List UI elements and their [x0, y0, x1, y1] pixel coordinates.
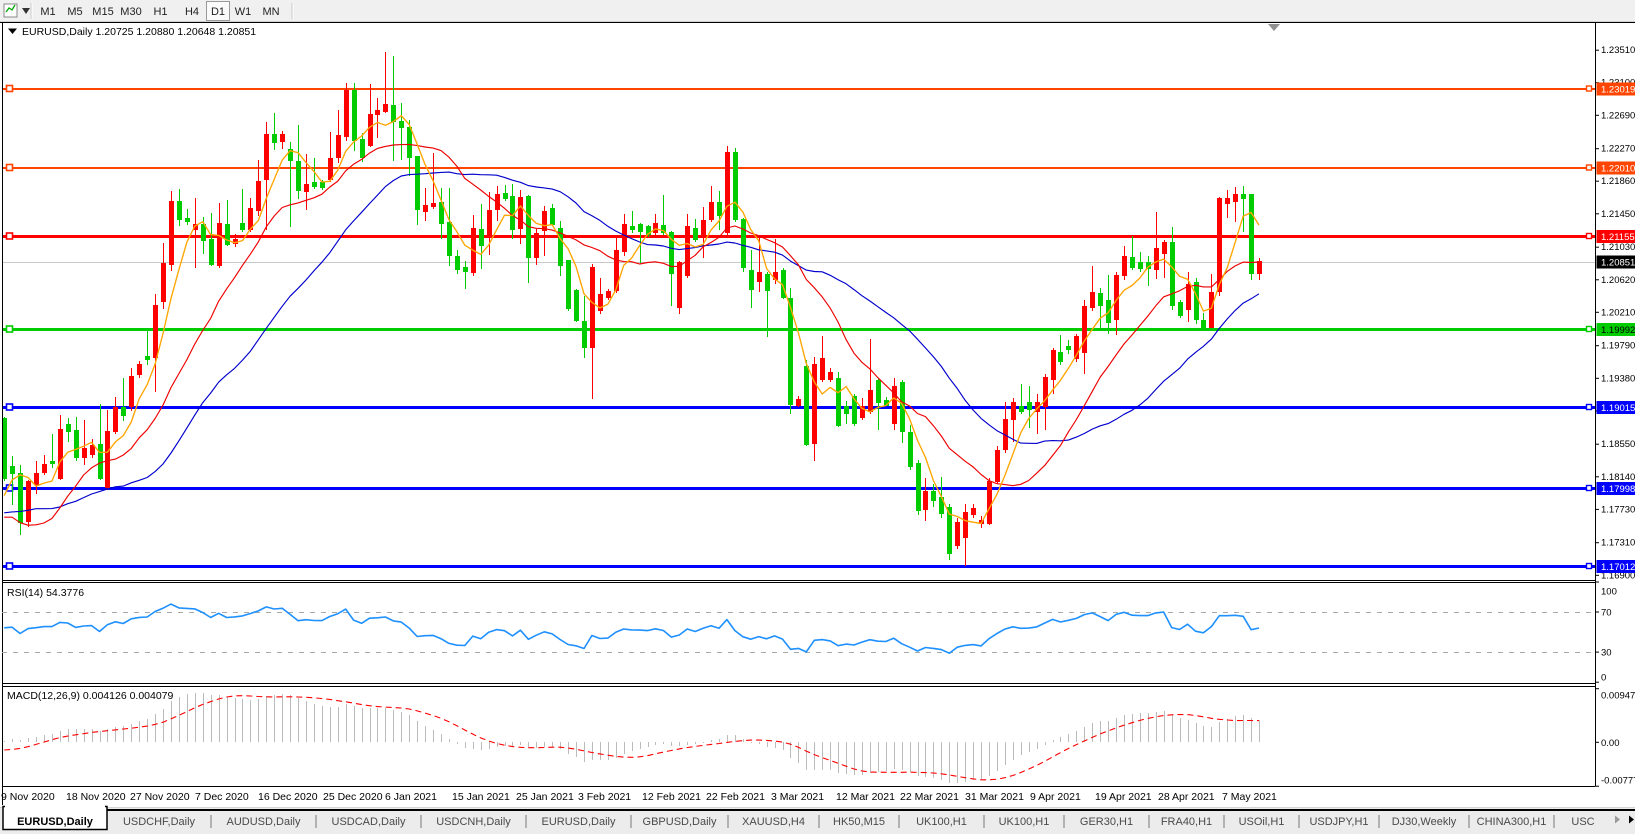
svg-text:UK100,H1: UK100,H1 [916, 816, 967, 828]
svg-text:1.16900: 1.16900 [1601, 570, 1635, 581]
svg-text:1.19992: 1.19992 [1601, 325, 1635, 336]
svg-text:M30: M30 [120, 6, 141, 18]
svg-text:28 Apr 2021: 28 Apr 2021 [1158, 791, 1215, 803]
svg-text:1.20851: 1.20851 [1601, 258, 1635, 269]
svg-text:M15: M15 [92, 6, 113, 18]
svg-text:GBPUSD,Daily: GBPUSD,Daily [643, 816, 717, 828]
svg-text:H1: H1 [153, 6, 167, 18]
svg-text:25 Dec 2020: 25 Dec 2020 [323, 791, 383, 803]
svg-text:25 Jan 2021: 25 Jan 2021 [516, 791, 574, 803]
svg-text:0.009478: 0.009478 [1601, 691, 1635, 702]
svg-text:1.20620: 1.20620 [1601, 275, 1635, 286]
svg-text:1.19790: 1.19790 [1601, 341, 1635, 352]
svg-text:MN: MN [262, 6, 279, 18]
svg-text:22 Feb 2021: 22 Feb 2021 [706, 791, 765, 803]
svg-text:1.21155: 1.21155 [1601, 232, 1635, 243]
svg-text:1.17730: 1.17730 [1601, 504, 1635, 515]
svg-text:D1: D1 [211, 6, 225, 18]
svg-text:100: 100 [1601, 587, 1617, 598]
svg-text:-0.00777: -0.00777 [1601, 776, 1635, 787]
svg-text:AUDUSD,Daily: AUDUSD,Daily [227, 816, 301, 828]
svg-text:18 Nov 2020: 18 Nov 2020 [66, 791, 126, 803]
svg-text:9 Nov 2020: 9 Nov 2020 [1, 791, 55, 803]
svg-text:XAUUSD,H4: XAUUSD,H4 [742, 816, 805, 828]
svg-text:USDCNH,Daily: USDCNH,Daily [436, 816, 511, 828]
svg-text:USDJPY,H1: USDJPY,H1 [1309, 816, 1368, 828]
svg-text:30: 30 [1601, 648, 1612, 659]
svg-text:USDCAD,Daily: USDCAD,Daily [332, 816, 406, 828]
svg-text:HK50,M15: HK50,M15 [833, 816, 885, 828]
svg-text:EURUSD,Daily: EURUSD,Daily [17, 816, 94, 828]
svg-text:1.21030: 1.21030 [1601, 242, 1635, 253]
svg-text:0: 0 [1601, 673, 1606, 684]
svg-text:7 Dec 2020: 7 Dec 2020 [195, 791, 249, 803]
svg-text:6 Jan 2021: 6 Jan 2021 [385, 791, 437, 803]
svg-text:1.22690: 1.22690 [1601, 110, 1635, 121]
svg-text:12 Mar 2021: 12 Mar 2021 [836, 791, 895, 803]
svg-text:M1: M1 [40, 6, 55, 18]
svg-text:H4: H4 [185, 6, 199, 18]
svg-text:EURUSD,Daily: EURUSD,Daily [542, 816, 616, 828]
svg-text:0.00: 0.00 [1601, 738, 1620, 749]
svg-text:CHINA300,H1: CHINA300,H1 [1477, 816, 1547, 828]
svg-text:7 May 2021: 7 May 2021 [1222, 791, 1277, 803]
svg-text:1.19015: 1.19015 [1601, 403, 1635, 414]
svg-text:1.17998: 1.17998 [1601, 484, 1635, 495]
svg-text:1.21450: 1.21450 [1601, 209, 1635, 220]
svg-text:RSI(14) 54.3776: RSI(14) 54.3776 [7, 587, 84, 599]
svg-text:1.18140: 1.18140 [1601, 472, 1635, 483]
svg-text:UK100,H1: UK100,H1 [999, 816, 1050, 828]
svg-text:16 Dec 2020: 16 Dec 2020 [258, 791, 318, 803]
svg-text:1.17310: 1.17310 [1601, 538, 1635, 549]
svg-text:M5: M5 [67, 6, 82, 18]
svg-text:1.23019: 1.23019 [1601, 85, 1635, 96]
svg-text:FRA40,H1: FRA40,H1 [1161, 816, 1212, 828]
svg-text:15 Jan 2021: 15 Jan 2021 [452, 791, 510, 803]
svg-text:1.22270: 1.22270 [1601, 144, 1635, 155]
svg-text:W1: W1 [235, 6, 252, 18]
svg-text:1.20210: 1.20210 [1601, 307, 1635, 318]
svg-text:22 Mar 2021: 22 Mar 2021 [900, 791, 959, 803]
svg-text:EURUSD,Daily 1.20725 1.20880: EURUSD,Daily 1.20725 1.20880 1.20648 1.2… [22, 26, 256, 38]
svg-text:USDCHF,Daily: USDCHF,Daily [123, 816, 196, 828]
svg-text:3 Feb 2021: 3 Feb 2021 [578, 791, 631, 803]
svg-text:USC: USC [1571, 816, 1594, 828]
svg-text:1.19380: 1.19380 [1601, 373, 1635, 384]
svg-text:19 Apr 2021: 19 Apr 2021 [1095, 791, 1152, 803]
svg-text:DJ30,Weekly: DJ30,Weekly [1392, 816, 1457, 828]
svg-text:GER30,H1: GER30,H1 [1080, 816, 1133, 828]
svg-text:1.22010: 1.22010 [1601, 164, 1635, 175]
svg-text:1.23510: 1.23510 [1601, 45, 1635, 56]
svg-text:1.17012: 1.17012 [1601, 562, 1635, 573]
svg-text:MACD(12,26,9) 0.004126 0.00407: MACD(12,26,9) 0.004126 0.004079 [7, 690, 174, 702]
svg-text:USOil,H1: USOil,H1 [1239, 816, 1285, 828]
svg-text:31 Mar 2021: 31 Mar 2021 [965, 791, 1024, 803]
svg-text:1.18550: 1.18550 [1601, 439, 1635, 450]
svg-text:9 Apr 2021: 9 Apr 2021 [1030, 791, 1081, 803]
svg-text:27 Nov 2020: 27 Nov 2020 [130, 791, 190, 803]
svg-text:12 Feb 2021: 12 Feb 2021 [642, 791, 701, 803]
svg-text:70: 70 [1601, 608, 1612, 619]
svg-text:1.21860: 1.21860 [1601, 176, 1635, 187]
svg-text:3 Mar 2021: 3 Mar 2021 [771, 791, 824, 803]
